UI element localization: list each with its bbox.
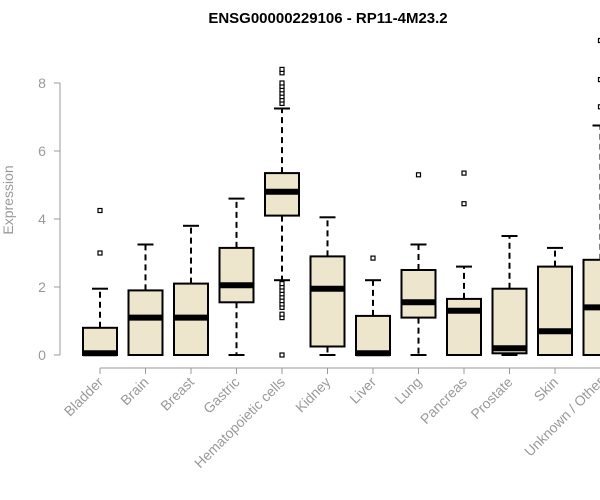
y-tick-label: 0 bbox=[38, 347, 46, 363]
box-brain bbox=[127, 243, 164, 356]
box-unknown-other bbox=[582, 37, 600, 356]
x-tick-label: Bladder bbox=[61, 374, 107, 420]
box-iqr bbox=[218, 246, 255, 304]
box-series bbox=[82, 37, 600, 358]
x-tick-label: Skin bbox=[531, 374, 562, 405]
outlier-point bbox=[370, 255, 376, 261]
outlier-point bbox=[279, 66, 285, 73]
box-iqr bbox=[309, 255, 346, 348]
x-tick-label: Liver bbox=[346, 374, 379, 407]
box-hematopoietic-cells bbox=[264, 66, 300, 358]
y-axis: 0 2 4 6 8 bbox=[38, 75, 61, 363]
outlier-point bbox=[97, 207, 103, 214]
x-tick-label: Gastric bbox=[200, 374, 243, 417]
outlier-point bbox=[461, 170, 467, 176]
x-tick-label: Lung bbox=[391, 374, 424, 407]
box-iqr bbox=[127, 289, 164, 356]
box-iqr bbox=[400, 269, 437, 319]
box-iqr bbox=[446, 297, 482, 356]
outlier-point bbox=[597, 37, 600, 44]
box-lung bbox=[400, 172, 437, 356]
y-tick-label: 4 bbox=[38, 211, 46, 227]
box-breast bbox=[173, 224, 209, 357]
outlier-point bbox=[461, 201, 467, 207]
box-pancreas bbox=[446, 170, 482, 356]
outlier-point bbox=[97, 250, 103, 256]
box-iqr bbox=[491, 287, 528, 355]
y-axis-label: Expression bbox=[0, 165, 16, 234]
x-tick-label: Breast bbox=[157, 374, 197, 414]
box-iqr bbox=[537, 265, 573, 357]
box-iqr bbox=[355, 314, 391, 356]
x-tick-label: Pancreas bbox=[417, 374, 470, 427]
x-tick-label: Hematopoietic cells bbox=[191, 374, 288, 471]
y-tick-label: 2 bbox=[38, 279, 46, 295]
y-tick-label: 8 bbox=[38, 75, 46, 91]
x-tick-label: Brain bbox=[117, 374, 151, 408]
x-tick-label: Prostate bbox=[467, 374, 515, 422]
outlier-point bbox=[279, 311, 285, 317]
box-gastric bbox=[218, 197, 255, 356]
x-tick-label: Kidney bbox=[292, 374, 334, 416]
chart-title: ENSG00000229106 - RP11-4M23.2 bbox=[208, 10, 447, 27]
x-tick-label: Unknown / Other bbox=[521, 374, 600, 460]
y-tick-label: 6 bbox=[38, 143, 46, 159]
box-prostate bbox=[491, 235, 528, 356]
outlier-point bbox=[597, 104, 600, 110]
outlier-point bbox=[597, 76, 600, 83]
outlier-point bbox=[279, 352, 285, 358]
box-skin bbox=[537, 246, 573, 357]
box-liver bbox=[355, 255, 391, 357]
box-kidney bbox=[309, 216, 346, 356]
outlier-point bbox=[279, 80, 285, 86]
box-bladder bbox=[82, 207, 118, 357]
outlier-point bbox=[415, 172, 422, 178]
outlier-point bbox=[279, 281, 285, 287]
